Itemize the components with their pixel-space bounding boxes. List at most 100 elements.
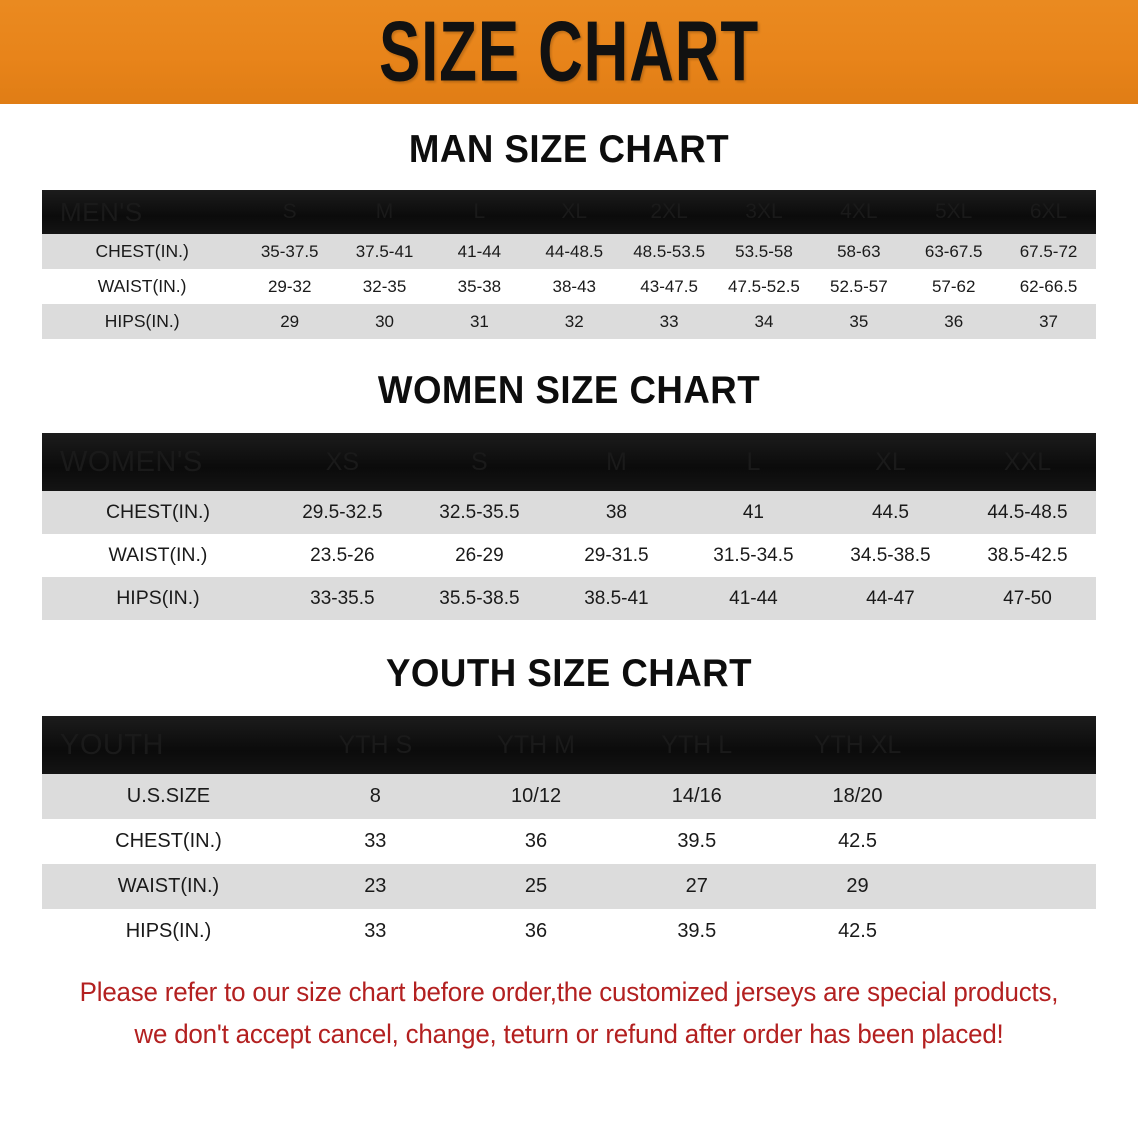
youth-row-label: CHEST(IN.)	[115, 830, 222, 852]
men-cell: 38-43	[552, 276, 596, 296]
men-col-header: M	[337, 190, 432, 234]
men-cell: 52.5-57	[830, 276, 888, 296]
youth-cell: 42.5	[838, 830, 877, 852]
youth-row-label: HIPS(IN.)	[125, 920, 212, 942]
women-cell: 44-47	[866, 587, 915, 609]
youth-table-body: U.S.SIZE 8 10/12 14/16 18/20 CHEST(IN.) …	[42, 774, 1096, 954]
men-cell: 37.5-41	[355, 241, 414, 261]
youth-cell: 39.5	[677, 920, 717, 942]
women-cell: 44.5-48.5	[987, 501, 1068, 523]
women-header-row: WOMEN'S XS S M L XL XXL	[42, 433, 1096, 491]
men-size-table-wrapper: MEN'S S M L XL 2XL 3XL 4XL 5XL 6XL CHEST…	[42, 190, 1096, 339]
youth-header-row: YOUTH YTH S YTH M YTH L YTH XL	[42, 716, 1096, 774]
footer-line-1: Please refer to our size chart before or…	[79, 977, 1059, 1007]
men-table-head: MEN'S S M L XL 2XL 3XL 4XL 5XL 6XL	[42, 190, 1096, 234]
men-cell: 30	[375, 311, 394, 331]
women-col-header: XXL	[958, 433, 1096, 491]
men-cell: 32	[564, 311, 584, 331]
men-cell: 63-67.5	[924, 241, 983, 261]
women-cell: 35.5-38.5	[439, 587, 520, 609]
youth-cell-spacer	[938, 819, 1096, 864]
men-row-label: WAIST(IN.)	[97, 276, 187, 296]
men-cell: 35-38	[457, 276, 502, 296]
table-row: CHEST(IN.) 29.5-32.5 32.5-35.5 38 41 44.…	[42, 491, 1096, 534]
men-cell: 44-48.5	[545, 241, 604, 261]
women-col-header: XS	[273, 433, 411, 491]
youth-table-head: YOUTH YTH S YTH M YTH L YTH XL	[42, 716, 1096, 774]
men-size-table: MEN'S S M L XL 2XL 3XL 4XL 5XL 6XL CHEST…	[42, 190, 1096, 339]
section-title-man: MAN SIZE CHART	[408, 128, 730, 171]
youth-cell: 14/16	[671, 785, 722, 807]
men-header-row: MEN'S S M L XL 2XL 3XL 4XL 5XL 6XL	[42, 190, 1096, 234]
men-cell: 35-37.5	[260, 241, 319, 261]
youth-cell: 39.5	[677, 830, 717, 852]
page-banner: SIZE CHART	[0, 0, 1138, 104]
youth-cell: 23	[364, 875, 387, 897]
women-table-head: WOMEN'S XS S M L XL XXL	[42, 433, 1096, 491]
youth-size-table: YOUTH YTH S YTH M YTH L YTH XL U.S.SIZE …	[42, 716, 1096, 954]
youth-cell: 29	[846, 875, 869, 897]
men-cell: 29-32	[267, 276, 312, 296]
youth-cell: 25	[524, 875, 548, 897]
women-col-header: M	[547, 433, 685, 491]
men-cell: 67.5-72	[1019, 241, 1078, 261]
youth-size-table-wrapper: YOUTH YTH S YTH M YTH L YTH XL U.S.SIZE …	[42, 716, 1096, 954]
youth-cell: 18/20	[832, 785, 883, 807]
women-cell: 38.5-42.5	[987, 544, 1068, 566]
men-cell: 36	[944, 311, 964, 331]
table-row: WAIST(IN.) 29-32 32-35 35-38 38-43 43-47…	[42, 269, 1096, 304]
men-cell: 29	[280, 311, 300, 331]
table-row: WAIST(IN.) 23.5-26 26-29 29-31.5 31.5-34…	[42, 534, 1096, 577]
women-cell: 29-31.5	[584, 544, 649, 566]
men-cell: 35	[849, 311, 869, 331]
men-cell: 31	[469, 311, 489, 331]
women-cell: 31.5-34.5	[713, 544, 794, 566]
table-row: CHEST(IN.) 35-37.5 37.5-41 41-44 44-48.5…	[42, 234, 1096, 269]
men-cell: 57-62	[931, 276, 976, 296]
youth-cell: 36	[524, 830, 548, 852]
men-cell: 47.5-52.5	[728, 276, 800, 296]
table-row: HIPS(IN.) 33-35.5 35.5-38.5 38.5-41 41-4…	[42, 577, 1096, 620]
women-cell: 32.5-35.5	[439, 501, 520, 523]
women-cell: 26-29	[455, 544, 504, 566]
men-cell: 48.5-53.5	[633, 241, 706, 261]
men-col-header: L	[431, 190, 527, 234]
women-corner-label: WOMEN'S	[42, 433, 274, 491]
women-row-label: WAIST(IN.)	[108, 544, 208, 566]
youth-cell: 27	[685, 875, 708, 897]
table-row: HIPS(IN.) 33 36 39.5 42.5	[42, 909, 1096, 954]
section-title-women: WOMEN SIZE CHART	[377, 369, 761, 412]
youth-row-label: U.S.SIZE	[126, 785, 211, 807]
men-cell: 37	[1039, 311, 1059, 331]
youth-col-header: YTH S	[294, 716, 456, 774]
women-cell: 41	[742, 501, 764, 523]
men-cell: 62-66.5	[1019, 276, 1078, 296]
women-col-header: L	[684, 433, 822, 491]
women-col-header: S	[410, 433, 548, 491]
men-cell: 41-44	[457, 241, 502, 261]
men-row-label: CHEST(IN.)	[95, 241, 189, 261]
men-col-header: 6XL	[1001, 190, 1096, 234]
women-size-table-wrapper: WOMEN'S XS S M L XL XXL CHEST(IN.) 29.5-…	[42, 433, 1096, 620]
women-cell: 44.5	[871, 501, 909, 523]
table-row: HIPS(IN.) 29 30 31 32 33 34 35 36 37	[42, 304, 1096, 339]
men-table-body: CHEST(IN.) 35-37.5 37.5-41 41-44 44-48.5…	[42, 234, 1096, 339]
youth-col-header: YTH L	[616, 716, 778, 774]
men-col-header: 2XL	[621, 190, 717, 234]
table-row: U.S.SIZE 8 10/12 14/16 18/20	[42, 774, 1096, 819]
youth-cell: 42.5	[838, 920, 877, 942]
table-row: CHEST(IN.) 33 36 39.5 42.5	[42, 819, 1096, 864]
women-cell: 47-50	[1003, 587, 1052, 609]
men-corner-label: MEN'S	[42, 190, 243, 234]
men-cell: 32-35	[362, 276, 407, 296]
women-row-label: HIPS(IN.)	[116, 587, 200, 609]
men-cell: 34	[754, 311, 774, 331]
women-cell: 38.5-41	[584, 587, 649, 609]
youth-cell: 36	[524, 920, 548, 942]
women-size-table: WOMEN'S XS S M L XL XXL CHEST(IN.) 29.5-…	[42, 433, 1096, 620]
women-cell: 38	[605, 501, 627, 523]
women-cell: 34.5-38.5	[850, 544, 931, 566]
women-cell: 23.5-26	[310, 544, 375, 566]
youth-cell-spacer	[938, 774, 1096, 819]
men-cell: 58-63	[837, 241, 881, 261]
